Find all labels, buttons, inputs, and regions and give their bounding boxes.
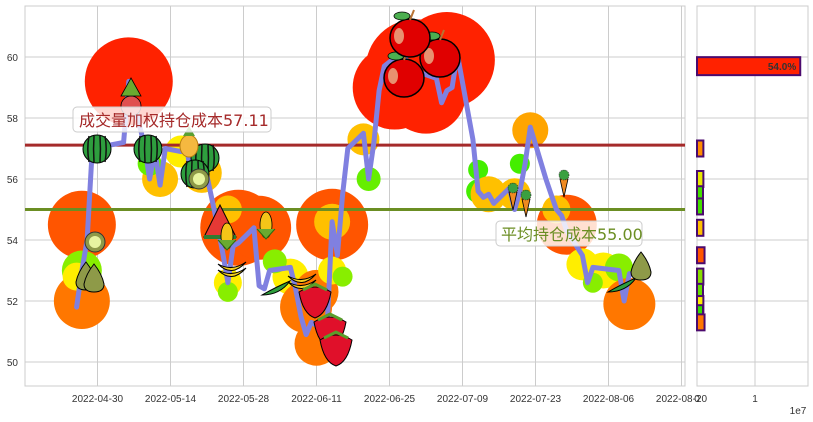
banana-icon [217, 261, 247, 277]
volume-bar-label: 54.0% [768, 62, 796, 73]
y-tick-label: 50 [7, 358, 19, 369]
x-tick-label: 2022-05-14 [145, 394, 197, 405]
volume-bar [696, 246, 706, 265]
x-tick-label: 2022-08-06 [583, 394, 635, 405]
vwap-annotation: 成交量加权持仓成本57.11 [72, 106, 272, 133]
corn-icon [256, 211, 276, 240]
y-axis-labels: 60 58 56 54 52 50 [7, 53, 19, 369]
volume-bar [696, 313, 706, 332]
volume-bar [696, 267, 705, 286]
apple-icon [383, 49, 425, 98]
y-tick-label: 52 [7, 297, 19, 308]
side-x-tick-label: 1 [752, 394, 758, 405]
vwap-annotation-box [72, 106, 272, 133]
volume-bar [696, 218, 705, 237]
volume-blob [604, 253, 633, 282]
volume-blob [217, 281, 238, 302]
fruit-markers [75, 9, 652, 367]
x-tick-label: 2022-07-23 [510, 394, 562, 405]
y-tick-label: 54 [7, 236, 19, 247]
strawberry-icon [298, 282, 332, 319]
volume-bar [696, 139, 705, 158]
vwap-annotation-text: 成交量加权持仓成本57.11 [79, 111, 269, 130]
volume-bar [696, 170, 705, 188]
carrot-icon [558, 169, 570, 198]
apple-icon [389, 9, 431, 58]
corn-icon [217, 222, 237, 251]
carrot-icon [507, 182, 519, 211]
kiwi-icon [84, 231, 106, 253]
volume-scale-label: 1e7 [790, 406, 807, 417]
pear-icon [83, 263, 105, 293]
avg-annotation-box [495, 220, 643, 247]
avg-annotation: 平均持仓成本55.00 [495, 220, 643, 247]
y-tick-label: 58 [7, 114, 19, 125]
x-tick-label: 2022-07-09 [437, 394, 489, 405]
kiwi-icon [188, 168, 210, 190]
x-tick-label: 2022-08-20 [656, 394, 708, 405]
x-tick-label: 2022-04-30 [72, 394, 124, 405]
x-tick-label: 2022-05-28 [218, 394, 270, 405]
x-axis-labels: 2022-04-30 2022-05-14 2022-05-28 2022-06-11… [72, 394, 708, 405]
watermelon-icon [82, 134, 112, 164]
volume-bar [696, 56, 802, 77]
y-tick-label: 56 [7, 175, 19, 186]
main-plot: 成交量加权持仓成本57.11 平均持仓成本55.00 605856545250 … [7, 5, 708, 405]
volume-bar [696, 197, 704, 216]
y-tick-label: 60 [7, 53, 19, 64]
x-tick-label: 2022-06-25 [364, 394, 416, 405]
volume-profile-bars: 54.0% [696, 56, 802, 332]
watermelon-icon [133, 134, 163, 164]
carrot-icon [520, 189, 532, 218]
strawberry-icon [319, 330, 353, 367]
peapod-icon [260, 279, 292, 296]
x-tick-label: 2022-06-11 [291, 394, 342, 405]
volume-blob [332, 266, 353, 287]
volume-blob [47, 190, 116, 259]
pear-icon [630, 251, 652, 281]
avg-annotation-text: 平均持仓成本55.00 [501, 225, 643, 244]
apple-icon [419, 29, 461, 78]
side-x-tick-label: 0 [694, 394, 700, 405]
banana-icon [287, 273, 317, 289]
volume-blob [227, 195, 292, 260]
